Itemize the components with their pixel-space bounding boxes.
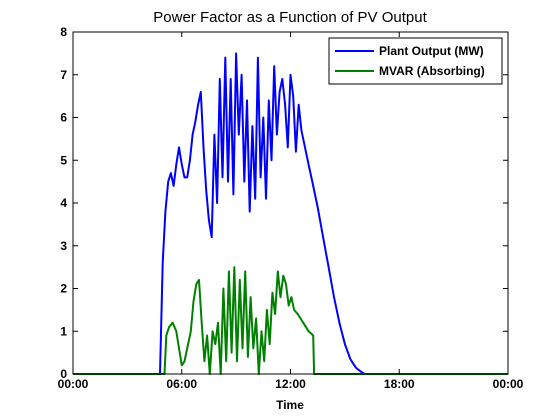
x-tick-label: 12:00 [275,377,306,391]
chart-title: Power Factor as a Function of PV Output [153,9,427,26]
x-tick-label: 06:00 [166,377,197,391]
x-axis-label: Time [276,398,304,412]
y-tick-label: 0 [60,367,67,381]
x-tick-label: 18:00 [384,377,415,391]
y-tick-label: 6 [60,111,67,125]
y-tick-label: 5 [60,153,67,167]
x-tick-label: 00:00 [493,377,524,391]
legend-label-mvar: MVAR (Absorbing) [379,64,485,78]
y-tick-label: 8 [60,25,67,39]
legend: Plant Output (MW) MVAR (Absorbing) [329,38,502,84]
y-tick-label: 3 [60,239,67,253]
y-tick-label: 4 [60,196,67,210]
y-tick-label: 1 [60,324,67,338]
legend-label-plant-output: Plant Output (MW) [379,44,484,58]
y-tick-label: 2 [60,282,67,296]
y-tick-label: 7 [60,68,67,82]
